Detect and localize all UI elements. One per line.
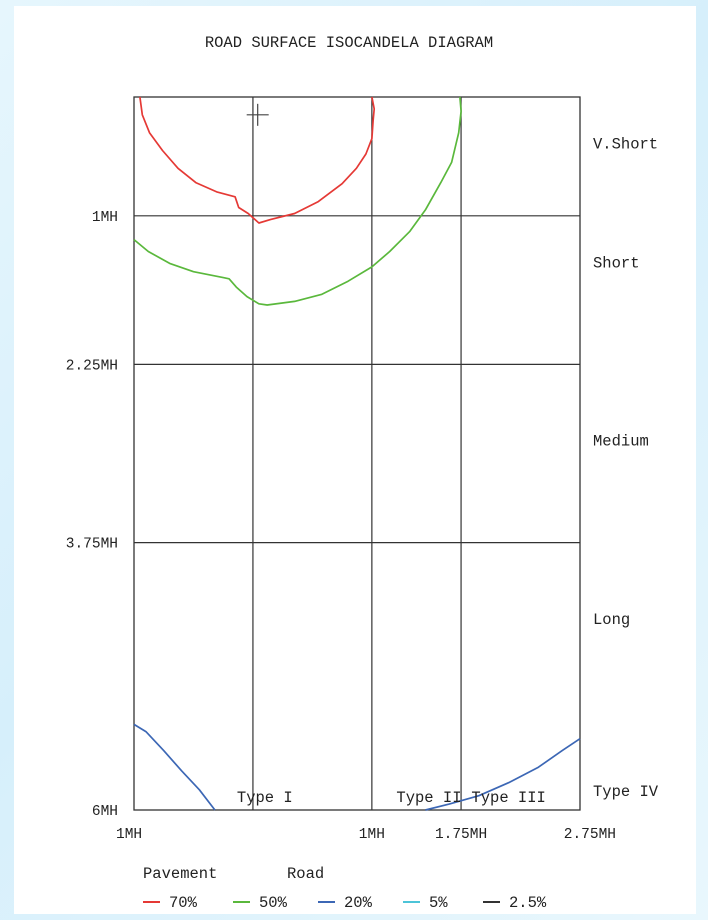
label-layer: 1MH 2.25MH 3.75MH 6MH 1MH 1MH 1.75MH 2.75MH V.Sh…	[66, 103, 659, 843]
legend-item-5%: 5%	[403, 894, 448, 912]
y-tick-label: 2.25MH	[66, 358, 118, 374]
legend-header-pavement: Pavement	[143, 865, 217, 883]
series-line-20%	[133, 723, 581, 811]
series-line-50%	[133, 96, 462, 306]
distance-label: Short	[593, 254, 640, 272]
y-tick-label: 1MH	[92, 210, 118, 226]
series-layer	[133, 96, 581, 811]
legend-item-20%: 20%	[318, 894, 373, 912]
y-tick-label: 6MH	[92, 804, 118, 820]
grid-layer	[133, 96, 581, 811]
crosshair-marker	[246, 103, 269, 126]
legend-label: 5%	[429, 894, 448, 912]
legend-label: 20%	[344, 894, 373, 912]
x-tick-label: 1MH	[359, 827, 385, 843]
distance-label: Medium	[593, 433, 649, 451]
chart-sheet	[14, 6, 696, 914]
type-label: Type II	[396, 789, 461, 807]
chart-title: ROAD SURFACE ISOCANDELA DIAGRAM	[205, 34, 493, 52]
type-label: Type III	[471, 789, 545, 807]
legend: Pavement Road 70% 50% 20% 5% 2.5%	[143, 865, 547, 912]
y-tick-label: 3.75MH	[66, 537, 118, 553]
legend-label: 50%	[259, 894, 288, 912]
legend-header-road: Road	[287, 865, 324, 883]
type-label: Type I	[237, 789, 293, 807]
legend-label: 2.5%	[509, 894, 547, 912]
distance-label: Type IV	[593, 783, 659, 801]
x-tick-label: 2.75MH	[564, 827, 616, 843]
legend-item-2.5%: 2.5%	[483, 894, 547, 912]
series-line-70%	[139, 96, 376, 224]
legend-item-50%: 50%	[233, 894, 288, 912]
legend-item-70%: 70%	[143, 894, 198, 912]
plot-frame	[133, 96, 581, 811]
x-tick-label: 1.75MH	[435, 827, 487, 843]
distance-label: V.Short	[593, 135, 658, 153]
distance-label: Long	[593, 611, 630, 629]
x-tick-label: 1MH	[116, 827, 142, 843]
legend-label: 70%	[169, 894, 198, 912]
